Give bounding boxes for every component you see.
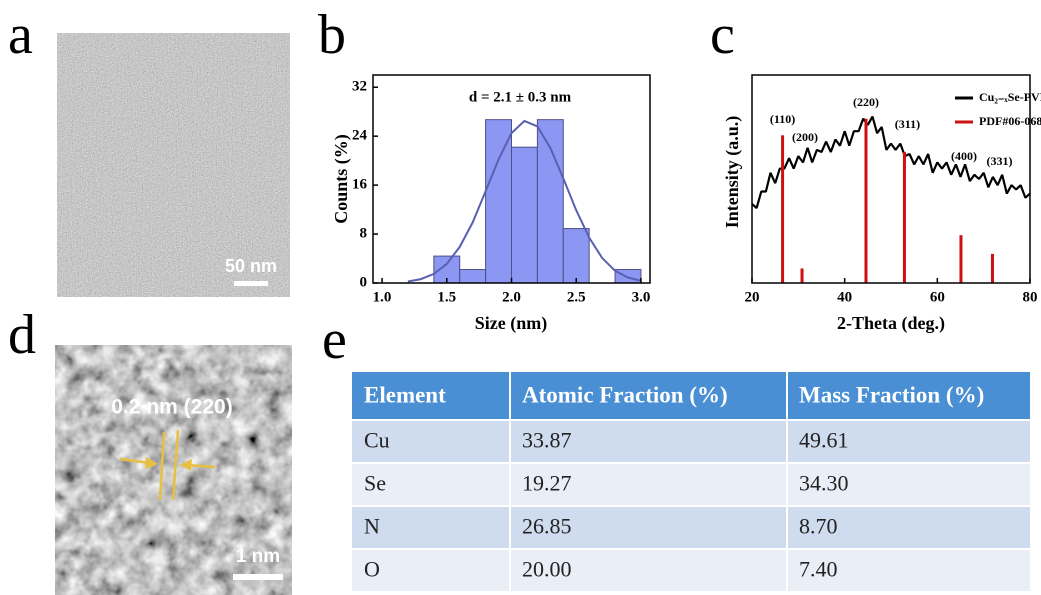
table-cell: 7.40 (799, 557, 838, 582)
lattice-annotation: 0.2 nm (220) (111, 396, 232, 419)
bar (459, 269, 487, 284)
bar (614, 269, 642, 284)
table-row-bg (352, 463, 1030, 506)
tem-image (57, 33, 290, 297)
table-row-bg (352, 506, 1030, 549)
table-cell: Cu (364, 428, 390, 453)
table-header-cell: Element (364, 382, 446, 407)
table-cell: O (364, 557, 380, 582)
table-row-bg (352, 420, 1030, 463)
panel-label: a (8, 4, 33, 66)
peak-label: (110) (770, 112, 795, 126)
fit-curve (407, 119, 642, 283)
bar (562, 228, 590, 284)
hrtem-image (55, 345, 292, 595)
y-tick-label: 8 (360, 225, 368, 241)
histogram-chart: 1.0 1.5 2.0 2.5 3.0 0 8 16 24 32 d = 2.1 ± 0.3 nm S… (331, 74, 651, 334)
legend-label: PDF#06-0680 (979, 114, 1041, 128)
bar (536, 119, 564, 284)
table-cell: 49.61 (799, 428, 849, 453)
peak-label: (200) (792, 130, 818, 144)
y-tick-label: 0 (360, 274, 368, 290)
table-cell: 33.87 (522, 428, 572, 453)
reference-peak (990, 253, 994, 283)
peak-label: (311) (895, 117, 920, 131)
x-axis-label: 2-Theta (deg.) (837, 313, 945, 334)
x-tick-label: 2.5 (567, 289, 586, 305)
peak-label: (400) (951, 149, 977, 163)
panel-label: d (8, 304, 36, 366)
table-cell: 34.30 (799, 471, 849, 496)
x-tick-label: 20 (745, 289, 760, 305)
table-cell: 19.27 (522, 471, 572, 496)
xrd-chart: (110) (200) (220) (311) (400) (331) 20 40 60 80 Cu… (722, 74, 1041, 334)
peak-label: (220) (853, 95, 879, 109)
annotation: d = 2.1 ± 0.3 nm (469, 89, 572, 105)
x-tick-label: 1.5 (437, 289, 456, 305)
x-tick-label: 40 (837, 289, 852, 305)
panel-label: e (322, 309, 347, 371)
panel-label: c (710, 4, 735, 66)
bar (485, 119, 513, 284)
table-cell: 8.70 (799, 514, 838, 539)
bar (511, 146, 538, 284)
lattice-marker (119, 429, 216, 501)
y-axis-label: Counts (%) (331, 134, 352, 224)
table-row-bg (352, 549, 1030, 592)
x-tick-label: 2.0 (502, 289, 521, 305)
scale-bar (233, 574, 283, 580)
plot-frame (751, 74, 1031, 284)
table-cell: 26.85 (522, 514, 572, 539)
composition-table: Element Atomic Fraction (%) Mass Fraction … (352, 372, 1030, 593)
reference-peak (959, 235, 963, 283)
xrd-line (751, 116, 1031, 209)
panel-label: b (318, 4, 346, 66)
y-tick-label: 16 (352, 177, 368, 193)
legend-label: Cu₂₋ₓSe-PVP (979, 90, 1041, 104)
table-header-bg (352, 372, 1030, 420)
scale-label: 50 nm (225, 256, 277, 276)
x-tick-label: 80 (1023, 289, 1038, 305)
table-cell: N (364, 514, 380, 539)
x-tick-label: 1.0 (373, 289, 392, 305)
x-tick-label: 3.0 (632, 289, 651, 305)
peak-label: (331) (986, 154, 1012, 168)
reference-peak (864, 118, 868, 284)
reference-peak (902, 151, 906, 283)
x-tick-label: 60 (930, 289, 945, 305)
y-tick-label: 24 (352, 128, 368, 144)
table-cell: 20.00 (522, 557, 572, 582)
scale-bar (234, 281, 268, 286)
scale-label: 1 nm (236, 546, 280, 567)
reference-peak (781, 135, 785, 283)
reference-peak (800, 268, 804, 283)
y-tick-label: 32 (352, 79, 367, 95)
y-axis-label: Intensity (a.u.) (722, 116, 743, 229)
table-header-cell: Mass Fraction (%) (799, 382, 984, 407)
table-cell: Se (364, 471, 386, 496)
x-axis-label: Size (nm) (475, 313, 547, 334)
table-header-cell: Atomic Fraction (%) (522, 382, 728, 407)
